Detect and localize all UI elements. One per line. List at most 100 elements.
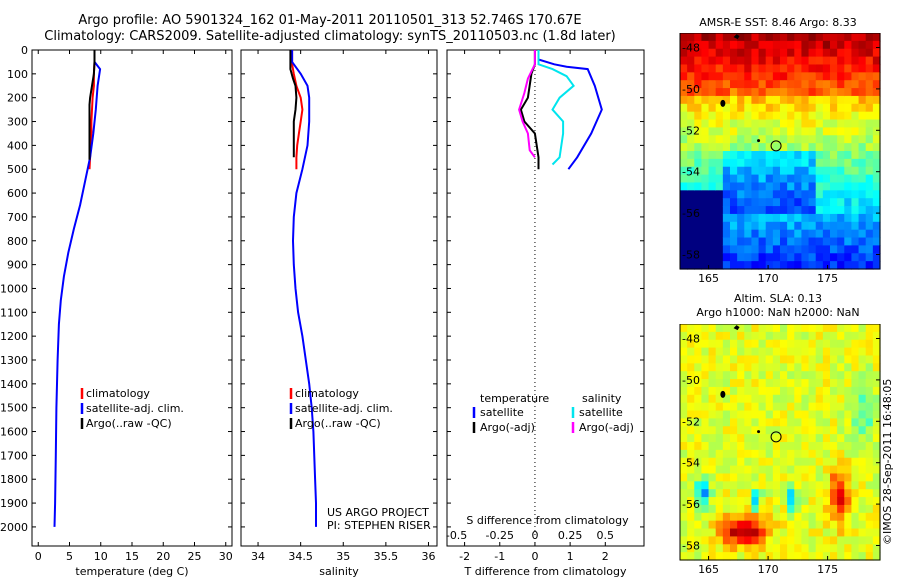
map-cell [851, 394, 860, 404]
map-cell [801, 103, 810, 113]
map-cell [822, 245, 831, 254]
map-cell [865, 426, 874, 435]
map-cell [872, 481, 881, 490]
map-y-tick-label: -52 [682, 415, 700, 428]
map-cell [722, 111, 731, 121]
map-cell [787, 261, 795, 270]
map-cell [708, 213, 717, 223]
map-cell [844, 489, 853, 498]
map-cell [780, 190, 788, 199]
map-cell [851, 457, 860, 467]
map-cell [708, 40, 717, 50]
map-cell [780, 135, 788, 144]
map-cell [751, 536, 760, 545]
map-cell [837, 221, 845, 231]
map-cell [837, 229, 845, 239]
map-cell [808, 331, 817, 341]
map-cell [701, 379, 710, 388]
map-cell [865, 40, 874, 50]
map-cell [822, 442, 831, 451]
map-cell [708, 355, 717, 364]
map-cell [701, 245, 710, 254]
map-cell [780, 544, 788, 553]
map-cell [830, 504, 838, 514]
map-cell [751, 457, 760, 467]
map-cell [708, 33, 717, 42]
map-cell [844, 198, 853, 207]
map-cell [801, 237, 810, 246]
map-cell [758, 473, 767, 482]
map-cell [822, 56, 831, 66]
map-cell [858, 158, 867, 168]
map-cell [708, 473, 717, 482]
map-cell [744, 473, 753, 482]
y-tick-label: 1400 [0, 378, 28, 391]
map-cell [772, 253, 781, 262]
map-cell [737, 512, 745, 522]
map-cell [858, 221, 867, 231]
map-cell [801, 88, 810, 97]
panel-difference-xlabel: T difference from climatology [464, 565, 627, 578]
map-cell [837, 48, 845, 58]
map-cell [694, 88, 703, 97]
panel-salinity-xlabel: salinity [319, 565, 359, 578]
map-cell [758, 394, 767, 404]
map-cell [701, 504, 710, 514]
map-cell [844, 331, 853, 341]
map-cell [687, 363, 695, 372]
map-cell [708, 95, 717, 105]
map-cell [744, 426, 753, 435]
map-cell [844, 80, 853, 89]
map-cell [808, 72, 817, 81]
map-cell [872, 386, 881, 396]
map-cell [744, 457, 753, 467]
map-cell [837, 394, 845, 404]
map-y-tick-label: -54 [682, 457, 700, 470]
map-cell [744, 151, 753, 160]
map-cell [801, 166, 810, 176]
map-cell [830, 182, 838, 191]
map-cell [701, 237, 710, 246]
map-cell [794, 40, 803, 50]
map-cell [694, 221, 703, 231]
map-cell [815, 261, 824, 270]
map-cell [730, 552, 738, 561]
map-cell [722, 40, 731, 50]
map-cell [687, 347, 695, 357]
map-cell [680, 457, 688, 467]
map-cell [872, 457, 881, 467]
map-cell [687, 229, 695, 239]
map-cell [872, 80, 881, 89]
map-cell [680, 127, 688, 136]
map-cell [830, 80, 838, 89]
map-cell [708, 520, 717, 530]
map-cell [830, 198, 838, 207]
map-cell [844, 48, 853, 58]
map-cell [815, 64, 824, 73]
map-cell [794, 442, 803, 451]
legend-label-salinity-1: satellite-adj. clim. [295, 402, 393, 415]
map-cell [787, 245, 795, 254]
map-cell [687, 95, 695, 105]
map-cell [787, 56, 795, 66]
y-tick-label: 1000 [0, 282, 28, 295]
map-cell [851, 213, 860, 223]
map-cell [837, 95, 845, 105]
map-cell [851, 331, 860, 341]
map-cell [780, 504, 788, 514]
map-cell [837, 426, 845, 435]
map-cell [772, 206, 781, 215]
map-cell [801, 512, 810, 522]
map-cell [715, 166, 724, 176]
map-cell [830, 331, 838, 341]
map-cell [865, 127, 874, 136]
map-cell [865, 221, 874, 231]
map-cell [801, 552, 810, 561]
map-cell [830, 324, 838, 333]
map-cell [687, 48, 695, 58]
map-cell [730, 379, 738, 388]
map-cell [687, 465, 695, 475]
map-cell [687, 237, 695, 246]
map-cell [715, 418, 724, 427]
x-tick-label: -2 [459, 550, 470, 563]
